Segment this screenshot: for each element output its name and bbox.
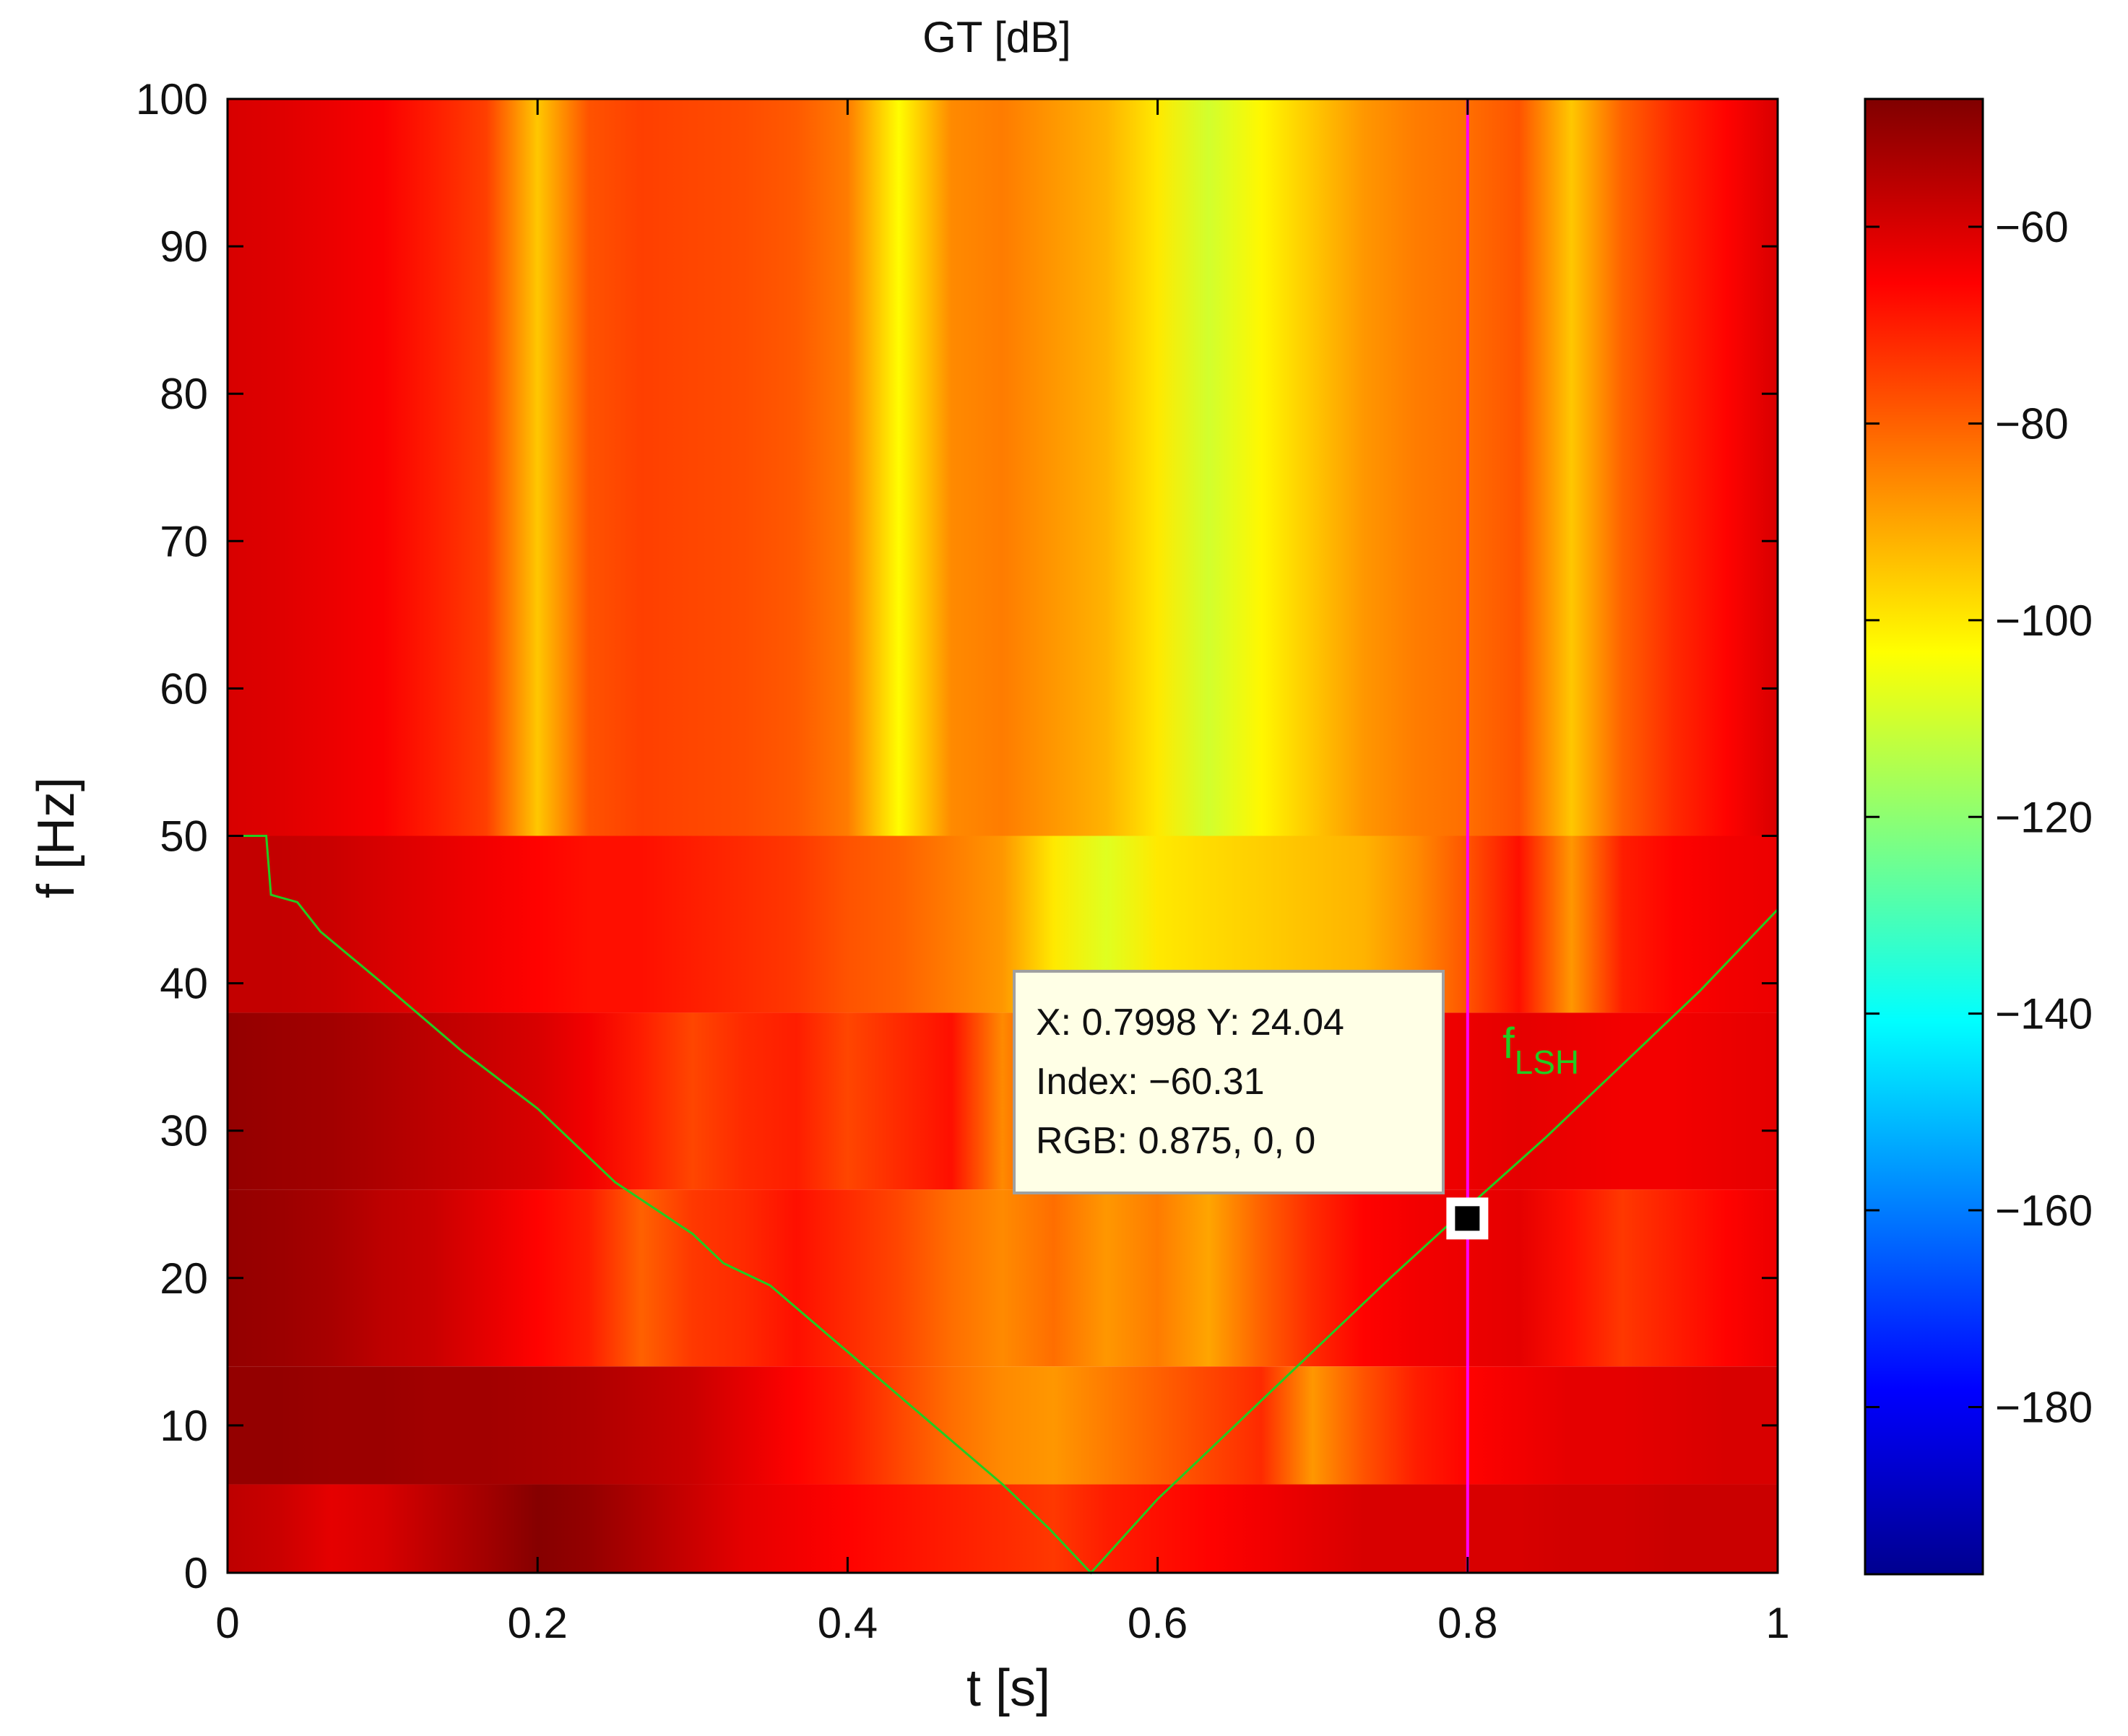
- colorbar-tick-label: −80: [1995, 399, 2069, 448]
- y-tick-label: 90: [160, 222, 208, 271]
- colorbar-tick-label: −140: [1995, 990, 2093, 1038]
- datatip-line-3: RGB: 0.875, 0, 0: [1036, 1120, 1315, 1162]
- y-tick-label: 60: [160, 664, 208, 713]
- colorbar-tick-label: −180: [1995, 1383, 2093, 1431]
- x-ticks: 0 0.2 0.4 0.6 0.8 1: [215, 99, 1790, 1647]
- x-tick-label: 0.6: [1128, 1599, 1188, 1647]
- y-tick-label: 30: [160, 1107, 208, 1155]
- x-axis-label: t [s]: [966, 1659, 1050, 1717]
- y-tick-label: 70: [160, 517, 208, 565]
- heatmap-band: [228, 1366, 1778, 1485]
- heatmap-band: [228, 99, 1778, 836]
- datatip-box: [1013, 970, 1445, 1194]
- heatmap-band: [228, 836, 1778, 1013]
- y-tick-label: 80: [160, 370, 208, 418]
- colorbar-gradient: [1864, 97, 1984, 1576]
- x-tick-label: 0.8: [1437, 1599, 1497, 1647]
- colorbar-tick-label: −160: [1995, 1186, 2093, 1235]
- y-tick-label: 0: [184, 1549, 208, 1597]
- colorbar: [1864, 97, 1984, 1576]
- colorbar-tick-label: −60: [1995, 203, 2069, 251]
- x-tick-label: 0: [215, 1599, 239, 1647]
- y-tick-label: 40: [160, 960, 208, 1008]
- datatip-marker[interactable]: [1446, 1197, 1489, 1240]
- f-lsh-label-main: f: [1502, 1019, 1515, 1067]
- datatip[interactable]: X: 0.7998 Y: 24.04 Index: −60.31 RGB: 0.…: [1013, 970, 1445, 1194]
- x-tick-label: 0.4: [818, 1599, 878, 1647]
- y-tick-label: 10: [160, 1402, 208, 1450]
- y-tick-label: 50: [160, 812, 208, 861]
- chart-title: GT [dB]: [922, 13, 1071, 61]
- colorbar-ticks: −180 −160 −140 −120 −100 −80 −60: [1865, 203, 2093, 1431]
- colorbar-tick-label: −120: [1995, 793, 2093, 841]
- datatip-line-2: Index: −60.31: [1036, 1061, 1265, 1103]
- y-ticks: 0 10 20 30 40 50 60 70 80 90 100: [136, 75, 1778, 1597]
- colorbar-tick-label: −100: [1995, 596, 2093, 645]
- y-tick-label: 100: [136, 75, 208, 123]
- y-axis-label: f [Hz]: [27, 777, 85, 898]
- f-lsh-label-sub: LSH: [1515, 1043, 1579, 1081]
- x-tick-label: 1: [1765, 1599, 1789, 1647]
- datatip-line-1: X: 0.7998 Y: 24.04: [1036, 1002, 1344, 1043]
- heatmap-band: [228, 1484, 1778, 1573]
- y-tick-label: 20: [160, 1254, 208, 1303]
- heatmap-band: [228, 1012, 1778, 1190]
- heatmap: [228, 99, 1778, 1573]
- x-tick-label: 0.2: [507, 1599, 567, 1647]
- f-lsh-label: fLSH: [1502, 1019, 1579, 1081]
- heatmap-band: [228, 1189, 1778, 1367]
